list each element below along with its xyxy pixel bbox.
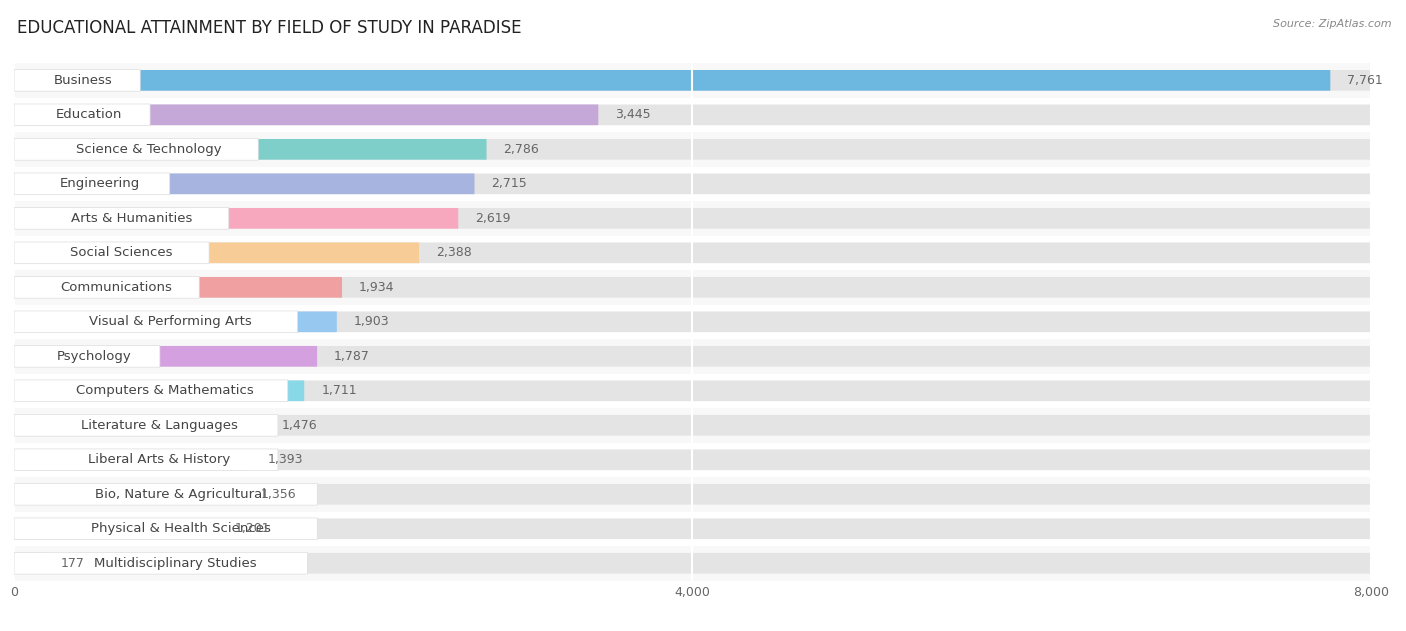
Text: 1,201: 1,201 — [235, 522, 270, 535]
Text: Education: Education — [56, 109, 122, 121]
Text: Multidisciplinary Studies: Multidisciplinary Studies — [94, 557, 257, 570]
Text: Liberal Arts & History: Liberal Arts & History — [89, 453, 231, 466]
FancyBboxPatch shape — [14, 63, 1371, 98]
FancyBboxPatch shape — [14, 483, 318, 505]
FancyBboxPatch shape — [14, 380, 304, 401]
Text: Science & Technology: Science & Technology — [76, 143, 221, 156]
FancyBboxPatch shape — [14, 346, 318, 367]
Text: Communications: Communications — [60, 281, 172, 294]
Text: Source: ZipAtlas.com: Source: ZipAtlas.com — [1274, 19, 1392, 29]
FancyBboxPatch shape — [14, 519, 218, 539]
Text: EDUCATIONAL ATTAINMENT BY FIELD OF STUDY IN PARADISE: EDUCATIONAL ATTAINMENT BY FIELD OF STUDY… — [17, 19, 522, 37]
Text: 7,761: 7,761 — [1347, 74, 1384, 87]
FancyBboxPatch shape — [14, 270, 1371, 305]
FancyBboxPatch shape — [14, 138, 259, 160]
FancyBboxPatch shape — [14, 105, 1371, 125]
FancyBboxPatch shape — [14, 277, 342, 298]
Text: 1,356: 1,356 — [262, 488, 297, 501]
FancyBboxPatch shape — [14, 174, 474, 194]
FancyBboxPatch shape — [14, 415, 278, 436]
FancyBboxPatch shape — [14, 449, 278, 471]
FancyBboxPatch shape — [14, 139, 486, 160]
FancyBboxPatch shape — [14, 518, 318, 540]
Text: 2,619: 2,619 — [475, 212, 510, 225]
Text: Computers & Mathematics: Computers & Mathematics — [76, 384, 253, 398]
FancyBboxPatch shape — [14, 98, 1371, 132]
Text: Literature & Languages: Literature & Languages — [80, 419, 238, 432]
FancyBboxPatch shape — [14, 346, 1371, 367]
Text: Arts & Humanities: Arts & Humanities — [72, 212, 193, 225]
FancyBboxPatch shape — [14, 484, 1371, 505]
FancyBboxPatch shape — [14, 449, 1371, 470]
FancyBboxPatch shape — [14, 105, 599, 125]
Text: 177: 177 — [60, 557, 84, 570]
FancyBboxPatch shape — [14, 173, 170, 195]
Text: Bio, Nature & Agricultural: Bio, Nature & Agricultural — [96, 488, 266, 501]
FancyBboxPatch shape — [14, 242, 209, 264]
FancyBboxPatch shape — [14, 546, 1371, 581]
FancyBboxPatch shape — [14, 442, 1371, 477]
Text: Physical & Health Sciences: Physical & Health Sciences — [91, 522, 271, 535]
FancyBboxPatch shape — [14, 339, 1371, 374]
FancyBboxPatch shape — [14, 104, 150, 126]
FancyBboxPatch shape — [14, 201, 1371, 235]
Text: 1,787: 1,787 — [335, 350, 370, 363]
FancyBboxPatch shape — [14, 415, 1371, 435]
FancyBboxPatch shape — [14, 552, 308, 574]
FancyBboxPatch shape — [14, 374, 1371, 408]
FancyBboxPatch shape — [14, 242, 419, 263]
FancyBboxPatch shape — [14, 208, 229, 229]
Text: Psychology: Psychology — [56, 350, 132, 363]
Text: 1,903: 1,903 — [354, 316, 389, 328]
Text: 2,786: 2,786 — [503, 143, 540, 156]
FancyBboxPatch shape — [14, 477, 1371, 512]
FancyBboxPatch shape — [14, 208, 458, 228]
FancyBboxPatch shape — [14, 380, 1371, 401]
FancyBboxPatch shape — [14, 553, 44, 574]
Text: Social Sciences: Social Sciences — [70, 246, 173, 259]
FancyBboxPatch shape — [14, 512, 1371, 546]
FancyBboxPatch shape — [14, 70, 1330, 91]
Text: 2,388: 2,388 — [436, 246, 472, 259]
FancyBboxPatch shape — [14, 312, 1371, 332]
FancyBboxPatch shape — [14, 167, 1371, 201]
Text: 2,715: 2,715 — [492, 177, 527, 191]
FancyBboxPatch shape — [14, 305, 1371, 339]
FancyBboxPatch shape — [14, 380, 288, 402]
Text: 1,393: 1,393 — [267, 453, 302, 466]
FancyBboxPatch shape — [14, 311, 298, 333]
Text: 1,476: 1,476 — [281, 419, 316, 432]
Text: Business: Business — [53, 74, 112, 87]
FancyBboxPatch shape — [14, 312, 337, 332]
FancyBboxPatch shape — [14, 70, 1371, 91]
FancyBboxPatch shape — [14, 276, 200, 298]
FancyBboxPatch shape — [14, 449, 250, 470]
FancyBboxPatch shape — [14, 484, 245, 505]
Text: 1,934: 1,934 — [359, 281, 395, 294]
Text: 3,445: 3,445 — [616, 109, 651, 121]
FancyBboxPatch shape — [14, 553, 1371, 574]
Text: Visual & Performing Arts: Visual & Performing Arts — [89, 316, 252, 328]
Text: 1,711: 1,711 — [321, 384, 357, 398]
FancyBboxPatch shape — [14, 139, 1371, 160]
FancyBboxPatch shape — [14, 208, 1371, 228]
FancyBboxPatch shape — [14, 277, 1371, 298]
Text: Engineering: Engineering — [59, 177, 139, 191]
FancyBboxPatch shape — [14, 235, 1371, 270]
FancyBboxPatch shape — [14, 69, 141, 91]
FancyBboxPatch shape — [14, 132, 1371, 167]
FancyBboxPatch shape — [14, 242, 1371, 263]
FancyBboxPatch shape — [14, 415, 264, 435]
FancyBboxPatch shape — [14, 408, 1371, 442]
FancyBboxPatch shape — [14, 174, 1371, 194]
FancyBboxPatch shape — [14, 345, 160, 367]
FancyBboxPatch shape — [14, 519, 1371, 539]
